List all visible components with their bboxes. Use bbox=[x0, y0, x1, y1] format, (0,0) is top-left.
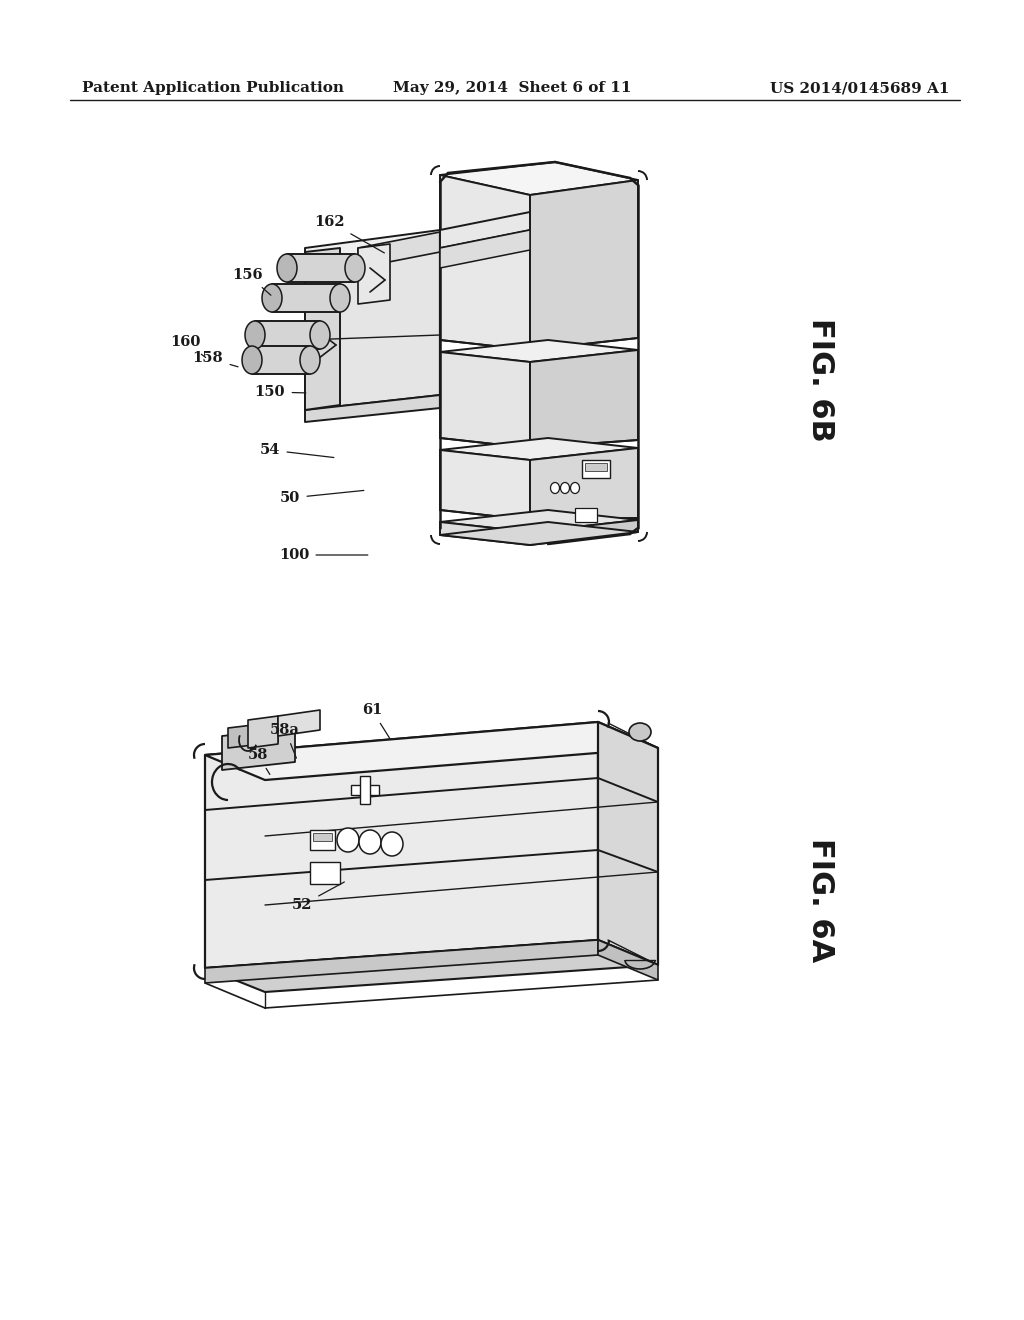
Polygon shape bbox=[287, 253, 355, 282]
Bar bbox=[310, 830, 335, 850]
Polygon shape bbox=[205, 722, 598, 968]
Polygon shape bbox=[440, 352, 530, 447]
Text: 162: 162 bbox=[314, 215, 384, 253]
Polygon shape bbox=[222, 729, 295, 770]
Ellipse shape bbox=[278, 253, 297, 282]
Polygon shape bbox=[252, 346, 310, 374]
Polygon shape bbox=[305, 248, 340, 411]
Text: 58a: 58a bbox=[270, 723, 300, 758]
Polygon shape bbox=[358, 232, 440, 268]
Polygon shape bbox=[248, 715, 278, 748]
Polygon shape bbox=[305, 230, 440, 265]
Bar bbox=[582, 459, 610, 478]
Ellipse shape bbox=[570, 483, 580, 494]
Polygon shape bbox=[440, 521, 638, 545]
Text: US 2014/0145689 A1: US 2014/0145689 A1 bbox=[770, 81, 950, 95]
Polygon shape bbox=[530, 520, 638, 545]
Polygon shape bbox=[440, 230, 530, 268]
Polygon shape bbox=[440, 510, 638, 532]
Ellipse shape bbox=[245, 321, 265, 348]
Bar bbox=[585, 463, 607, 471]
Text: 58: 58 bbox=[248, 748, 270, 775]
Ellipse shape bbox=[310, 321, 330, 348]
Polygon shape bbox=[272, 284, 340, 312]
Ellipse shape bbox=[560, 483, 569, 494]
Polygon shape bbox=[305, 395, 440, 422]
Text: 150: 150 bbox=[255, 385, 306, 399]
Polygon shape bbox=[598, 722, 658, 965]
Polygon shape bbox=[305, 248, 440, 411]
Polygon shape bbox=[440, 213, 530, 248]
Ellipse shape bbox=[300, 346, 319, 374]
Polygon shape bbox=[598, 940, 658, 979]
Text: 156: 156 bbox=[232, 268, 271, 296]
Bar bbox=[575, 508, 597, 521]
Text: May 29, 2014  Sheet 6 of 11: May 29, 2014 Sheet 6 of 11 bbox=[393, 81, 631, 95]
Ellipse shape bbox=[629, 723, 651, 741]
Polygon shape bbox=[440, 438, 638, 459]
Text: 54: 54 bbox=[260, 444, 334, 458]
Polygon shape bbox=[530, 180, 638, 350]
Polygon shape bbox=[440, 176, 530, 350]
Polygon shape bbox=[228, 722, 278, 748]
Text: Patent Application Publication: Patent Application Publication bbox=[82, 81, 344, 95]
Bar bbox=[351, 785, 379, 795]
Text: 160: 160 bbox=[170, 335, 206, 358]
Text: FIG. 6B: FIG. 6B bbox=[806, 318, 835, 442]
Text: 52: 52 bbox=[292, 882, 344, 912]
Polygon shape bbox=[278, 710, 319, 737]
Text: 61: 61 bbox=[361, 704, 390, 738]
Polygon shape bbox=[255, 321, 319, 348]
Polygon shape bbox=[440, 450, 530, 520]
Ellipse shape bbox=[242, 346, 262, 374]
Polygon shape bbox=[440, 341, 638, 362]
Ellipse shape bbox=[345, 253, 365, 282]
Polygon shape bbox=[530, 447, 638, 520]
Polygon shape bbox=[205, 940, 658, 993]
Text: 158: 158 bbox=[193, 351, 238, 367]
Ellipse shape bbox=[337, 828, 359, 851]
Text: 100: 100 bbox=[279, 548, 368, 562]
Ellipse shape bbox=[330, 284, 350, 312]
Bar bbox=[313, 833, 332, 841]
Bar bbox=[310, 862, 340, 884]
Text: 50: 50 bbox=[280, 491, 364, 506]
Ellipse shape bbox=[381, 832, 403, 855]
Polygon shape bbox=[205, 940, 598, 983]
Text: FIG. 6A: FIG. 6A bbox=[806, 838, 835, 962]
Polygon shape bbox=[205, 722, 658, 780]
Polygon shape bbox=[530, 350, 638, 447]
Ellipse shape bbox=[359, 830, 381, 854]
Polygon shape bbox=[440, 521, 530, 545]
Ellipse shape bbox=[262, 284, 282, 312]
Polygon shape bbox=[440, 162, 638, 195]
Bar bbox=[360, 776, 370, 804]
Ellipse shape bbox=[551, 483, 559, 494]
Polygon shape bbox=[358, 244, 390, 304]
